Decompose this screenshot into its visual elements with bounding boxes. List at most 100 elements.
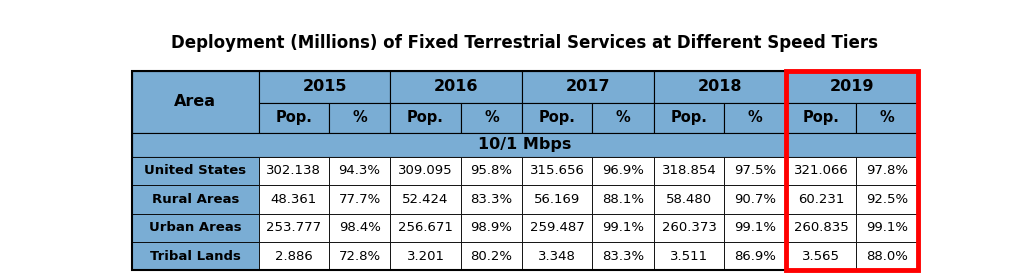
Text: 260.373: 260.373 <box>662 221 717 234</box>
Text: 10/1 Mbps: 10/1 Mbps <box>478 137 571 152</box>
Bar <box>785 71 918 270</box>
Text: Area: Area <box>174 94 216 109</box>
Text: United States: United States <box>144 164 247 177</box>
Text: 256.671: 256.671 <box>398 221 453 234</box>
Bar <box>654 242 724 270</box>
Bar <box>461 242 522 270</box>
Bar <box>329 242 390 270</box>
Bar <box>259 157 329 185</box>
Bar <box>593 242 654 270</box>
Bar <box>390 213 461 242</box>
Bar <box>132 185 259 213</box>
Bar <box>461 103 522 133</box>
Bar <box>329 185 390 213</box>
Text: 95.8%: 95.8% <box>470 164 512 177</box>
Text: 97.8%: 97.8% <box>866 164 908 177</box>
Bar <box>259 71 390 103</box>
Bar <box>654 103 724 133</box>
Text: 2018: 2018 <box>697 79 742 94</box>
Text: 48.361: 48.361 <box>270 193 316 206</box>
Text: 83.3%: 83.3% <box>470 193 512 206</box>
Bar <box>390 185 461 213</box>
Bar <box>132 71 259 133</box>
Bar <box>329 157 390 185</box>
Text: 259.487: 259.487 <box>530 221 585 234</box>
Bar <box>132 242 259 270</box>
Bar <box>522 242 593 270</box>
Text: Pop.: Pop. <box>803 110 840 125</box>
Bar <box>724 185 785 213</box>
Text: Rural Areas: Rural Areas <box>152 193 239 206</box>
Text: Pop.: Pop. <box>275 110 312 125</box>
Text: 3.201: 3.201 <box>407 250 444 263</box>
Text: Deployment (Millions) of Fixed Terrestrial Services at Different Speed Tiers: Deployment (Millions) of Fixed Terrestri… <box>171 34 879 52</box>
Bar <box>785 71 918 103</box>
Text: 72.8%: 72.8% <box>339 250 381 263</box>
Text: 2016: 2016 <box>434 79 478 94</box>
Bar <box>856 213 918 242</box>
Bar <box>132 157 259 185</box>
Text: 97.5%: 97.5% <box>734 164 776 177</box>
Text: 99.1%: 99.1% <box>602 221 644 234</box>
Text: 99.1%: 99.1% <box>866 221 908 234</box>
Text: 88.0%: 88.0% <box>866 250 907 263</box>
Bar <box>654 213 724 242</box>
Text: %: % <box>352 110 367 125</box>
Bar <box>593 185 654 213</box>
Text: 309.095: 309.095 <box>398 164 453 177</box>
Bar <box>522 185 593 213</box>
Bar <box>654 185 724 213</box>
Text: %: % <box>484 110 499 125</box>
Text: %: % <box>615 110 631 125</box>
Text: 58.480: 58.480 <box>666 193 712 206</box>
Bar <box>259 242 329 270</box>
Bar <box>856 157 918 185</box>
Bar <box>724 157 785 185</box>
Text: 318.854: 318.854 <box>662 164 717 177</box>
Bar <box>461 157 522 185</box>
Bar <box>593 213 654 242</box>
Text: Pop.: Pop. <box>408 110 444 125</box>
Text: Pop.: Pop. <box>671 110 708 125</box>
Text: Tribal Lands: Tribal Lands <box>150 250 241 263</box>
Text: 86.9%: 86.9% <box>734 250 776 263</box>
Text: 98.4%: 98.4% <box>339 221 381 234</box>
Text: 321.066: 321.066 <box>794 164 848 177</box>
Bar <box>132 133 918 157</box>
Bar <box>654 71 785 103</box>
Bar <box>522 213 593 242</box>
Bar <box>654 157 724 185</box>
Bar <box>522 103 593 133</box>
Bar <box>785 103 856 133</box>
Bar <box>856 242 918 270</box>
Text: %: % <box>880 110 894 125</box>
Bar <box>259 185 329 213</box>
Text: 3.565: 3.565 <box>802 250 840 263</box>
Bar <box>856 103 918 133</box>
Bar <box>785 213 856 242</box>
Bar <box>724 242 785 270</box>
Text: 56.169: 56.169 <box>535 193 581 206</box>
Bar <box>329 213 390 242</box>
Bar <box>785 242 856 270</box>
Text: 260.835: 260.835 <box>794 221 848 234</box>
Bar <box>724 103 785 133</box>
Bar <box>522 157 593 185</box>
Text: 94.3%: 94.3% <box>339 164 381 177</box>
Text: 90.7%: 90.7% <box>734 193 776 206</box>
Text: 80.2%: 80.2% <box>470 250 512 263</box>
Text: 253.777: 253.777 <box>266 221 322 234</box>
Bar <box>724 213 785 242</box>
Bar <box>785 185 856 213</box>
Bar <box>132 213 259 242</box>
Bar <box>259 213 329 242</box>
Bar <box>390 157 461 185</box>
Text: 96.9%: 96.9% <box>602 164 644 177</box>
Bar <box>390 103 461 133</box>
Text: 3.348: 3.348 <box>539 250 577 263</box>
Bar <box>461 185 522 213</box>
Bar <box>461 213 522 242</box>
Text: 99.1%: 99.1% <box>734 221 776 234</box>
Text: Pop.: Pop. <box>539 110 575 125</box>
Bar <box>390 71 522 103</box>
